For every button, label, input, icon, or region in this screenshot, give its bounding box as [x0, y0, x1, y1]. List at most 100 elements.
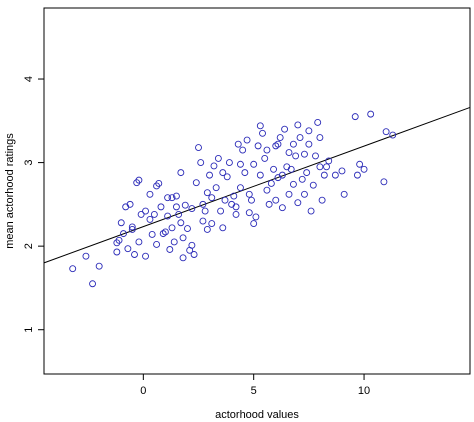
data-point [250, 160, 258, 168]
data-point [245, 190, 253, 198]
points-layer [69, 110, 397, 288]
data-point [219, 224, 227, 232]
data-point [289, 140, 297, 148]
data-point [172, 192, 180, 200]
data-point [188, 241, 196, 249]
data-point [142, 252, 149, 260]
data-point [210, 162, 218, 170]
data-point [267, 180, 275, 187]
data-point [287, 165, 295, 173]
data-point [203, 189, 211, 197]
data-point [203, 225, 211, 233]
data-point [261, 154, 269, 162]
data-point [157, 203, 165, 211]
data-point [208, 194, 216, 202]
x-axis: 0 5 10 [140, 374, 370, 397]
data-point [199, 217, 207, 225]
data-point [360, 165, 368, 173]
data-point [285, 190, 293, 198]
data-point [128, 223, 136, 231]
data-point [314, 119, 322, 126]
data-point [120, 230, 127, 238]
x-axis-title: actorhood values [215, 409, 299, 421]
data-point [159, 230, 167, 238]
data-point [301, 150, 308, 158]
data-point [248, 196, 255, 204]
data-point [179, 254, 187, 262]
data-point [272, 142, 280, 150]
data-point [175, 210, 183, 218]
data-point [146, 190, 154, 198]
data-point [135, 238, 143, 246]
data-point [197, 159, 205, 167]
data-point [389, 131, 397, 139]
data-point [181, 201, 189, 209]
data-point [316, 134, 324, 141]
data-point [356, 160, 364, 168]
data-point [382, 128, 390, 136]
data-point [294, 199, 302, 207]
data-point [232, 210, 240, 218]
data-point [161, 228, 169, 236]
data-point [184, 225, 191, 233]
data-point [241, 169, 249, 177]
data-point [217, 207, 225, 215]
data-point [296, 134, 304, 141]
data-point [232, 203, 240, 211]
data-point [263, 186, 271, 194]
data-point [265, 200, 273, 208]
x-tick-label: 0 [140, 385, 146, 397]
data-point [164, 194, 172, 202]
data-point [263, 146, 271, 154]
data-point [206, 171, 213, 179]
data-point [168, 224, 176, 232]
data-point [272, 196, 280, 204]
data-point [274, 140, 282, 148]
data-point [179, 234, 187, 242]
data-point [89, 280, 97, 288]
data-point [367, 110, 375, 118]
data-point [254, 142, 262, 150]
data-point [236, 160, 244, 168]
data-point [230, 192, 238, 200]
data-point [256, 122, 264, 130]
data-point [318, 196, 326, 204]
data-point [312, 152, 319, 160]
data-point [292, 152, 300, 160]
data-point [170, 238, 178, 246]
data-point [307, 207, 315, 215]
y-tick-label: 3 [23, 160, 35, 166]
data-point [199, 200, 207, 208]
y-axis-title: mean actorhood ratings [4, 133, 16, 249]
data-point [95, 262, 103, 270]
data-point [137, 210, 145, 218]
data-point [168, 194, 176, 202]
data-point [289, 180, 297, 188]
data-point [323, 163, 330, 171]
data-point [278, 171, 286, 179]
data-point [351, 113, 359, 121]
data-point [234, 140, 242, 148]
data-point [353, 171, 361, 179]
y-tick-label: 1 [23, 327, 35, 333]
x-tick-label: 5 [251, 385, 257, 397]
data-point [316, 163, 324, 171]
data-point [208, 220, 216, 228]
data-point [276, 134, 284, 141]
data-point [117, 219, 125, 227]
data-point [236, 184, 244, 192]
data-point [128, 225, 136, 233]
regression-line [43, 106, 471, 264]
data-point [195, 144, 202, 151]
data-point [164, 212, 172, 220]
data-point [126, 200, 134, 208]
data-point [221, 196, 229, 204]
y-tick-label: 2 [23, 243, 35, 249]
data-point [135, 176, 143, 184]
data-point [166, 246, 174, 253]
data-point [219, 169, 227, 177]
data-point [155, 180, 163, 187]
data-point [131, 251, 138, 258]
data-point [340, 190, 348, 198]
